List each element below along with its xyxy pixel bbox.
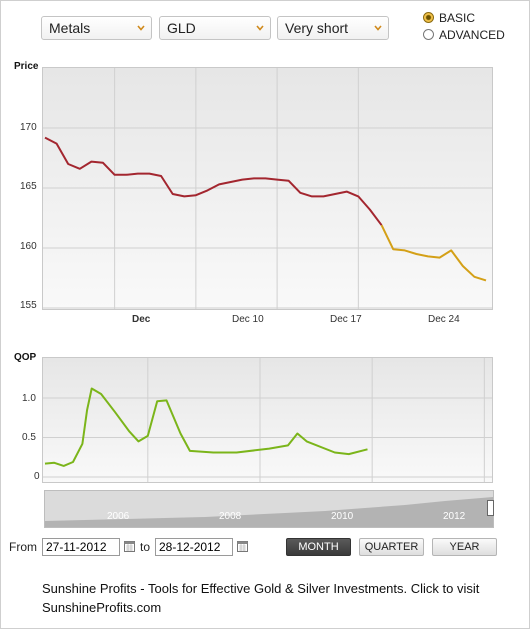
period-select[interactable]: Very short [277, 16, 389, 40]
navigator-label-2008: 2008 [219, 511, 242, 522]
footer-link[interactable]: Sunshine Profits - Tools for Effective G… [42, 579, 512, 617]
from-date-input[interactable] [42, 538, 120, 556]
price-tick-160: 160 [20, 241, 37, 252]
category-select-value: Metals [49, 20, 91, 36]
qop-plot-area[interactable] [42, 357, 493, 483]
qop-chart-svg [43, 358, 492, 482]
symbol-select[interactable]: GLD [159, 16, 271, 40]
navigator-label-2012: 2012 [443, 511, 466, 522]
time-navigator[interactable]: 2006 2008 2010 2012 [44, 490, 494, 528]
quarter-button[interactable]: QUARTER [359, 538, 424, 556]
category-select[interactable]: Metals [41, 16, 152, 40]
price-tick-155: 155 [20, 300, 37, 311]
price-grid [43, 68, 492, 309]
qop-tick-05: 0.5 [22, 432, 36, 443]
x-tick-dec-17: Dec 17 [330, 314, 362, 325]
qop-tick-1: 1.0 [22, 393, 36, 404]
qop-tick-0: 0 [34, 471, 40, 482]
price-axis-title: Price [14, 61, 39, 72]
x-tick-dec-10: Dec 10 [232, 314, 264, 325]
month-button[interactable]: MONTH [286, 538, 351, 556]
navigator-handle[interactable] [487, 500, 494, 516]
mode-advanced-label: ADVANCED [439, 28, 505, 42]
chevron-down-icon [374, 25, 382, 31]
qop-lines [44, 387, 368, 467]
qop-axis-title: QOP [14, 352, 37, 363]
price-tick-170: 170 [20, 122, 37, 133]
mode-basic-label: BASIC [439, 11, 476, 25]
navigator-label-2010: 2010 [331, 511, 354, 522]
navigator-label-2006: 2006 [107, 511, 130, 522]
price-tick-165: 165 [20, 181, 37, 192]
radio-selected-icon[interactable] [423, 12, 434, 23]
footer-line-2: SunshineProfits.com [42, 600, 162, 615]
calendar-icon[interactable] [237, 540, 248, 552]
mode-advanced-option[interactable]: ADVANCED [423, 28, 505, 42]
qop-grid [43, 358, 492, 482]
footer-line-1: Sunshine Profits - Tools for Effective G… [42, 581, 480, 596]
to-label: to [140, 540, 151, 554]
price-series-line [44, 136, 383, 226]
chevron-down-icon [137, 25, 145, 31]
from-label: From [9, 540, 37, 554]
symbol-select-value: GLD [167, 20, 196, 36]
price-forecast-line [380, 224, 487, 282]
price-plot-area[interactable] [42, 67, 493, 310]
x-tick-dec: Dec [132, 314, 151, 325]
calendar-icon[interactable] [124, 540, 135, 552]
qop-series-line [44, 387, 368, 467]
chevron-down-icon [256, 25, 264, 31]
period-select-value: Very short [285, 20, 349, 36]
price-chart-svg [43, 68, 492, 309]
radio-unselected-icon[interactable] [423, 29, 434, 40]
navigator-area-chart [45, 491, 493, 527]
year-button[interactable]: YEAR [432, 538, 497, 556]
mode-basic-option[interactable]: BASIC [423, 11, 475, 25]
to-date-input[interactable] [155, 538, 233, 556]
x-tick-dec-24: Dec 24 [428, 314, 460, 325]
price-lines [44, 136, 487, 282]
